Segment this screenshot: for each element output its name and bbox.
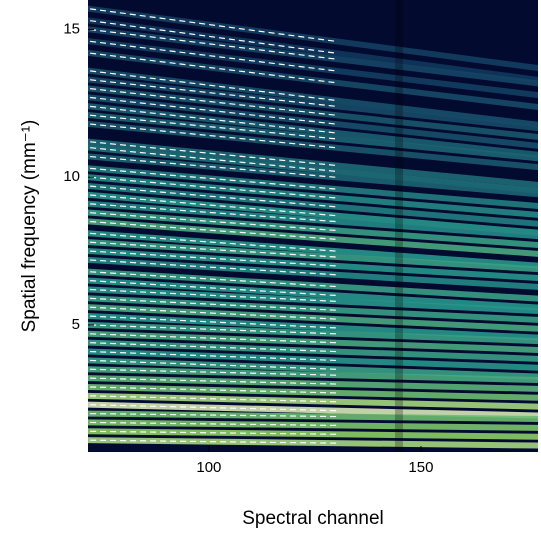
fit-line [90,386,337,394]
fit-line [90,421,337,427]
y-tick-label: 5 [72,316,80,333]
x-tick-label: 150 [408,459,433,476]
fit-line [90,20,337,54]
fit-line [90,194,337,217]
fit-line [90,8,337,42]
fit-line [90,147,337,172]
fit-line [90,232,337,252]
x-tick-label: 100 [196,459,221,476]
fit-line [90,404,337,412]
fit-line [90,368,337,376]
fit-line [90,155,337,178]
fit-line [90,203,337,223]
fit-line [90,412,337,418]
fit-line [90,28,337,60]
fit-line [90,105,337,134]
fit-line [90,350,337,362]
fit-line [90,297,337,311]
x-axis-label: Spectral channel [242,508,384,529]
fit-line [90,315,337,329]
y-tick-label: 15 [63,21,80,38]
fit-line [90,342,337,353]
fit-line [90,250,337,267]
fit-line [90,324,337,335]
fit-line [90,288,337,302]
fit-line [90,185,337,208]
fit-line [90,70,337,102]
fit-line [90,259,337,276]
fit-line [90,241,337,258]
fit-line [90,167,337,190]
fit-line [90,439,337,444]
fit-line [90,333,337,344]
fit-line [90,79,337,107]
y-axis-label: Spatial frequency (mm⁻¹) [19,120,40,333]
dark-column [395,0,403,452]
fit-line [90,377,337,385]
fit-line [90,176,337,199]
fit-line [90,280,337,297]
fit-line [90,306,337,320]
fit-line [90,123,337,149]
axes: 100 150 5 10 15 [63,21,433,476]
fit-lines [90,8,337,444]
fit-line [90,40,337,72]
fit-line [90,430,337,435]
y-tick-label: 10 [63,168,80,185]
fit-line [90,359,337,370]
fit-line [90,220,337,240]
fit-line [90,114,337,140]
fit-line [90,395,337,403]
fit-line [90,88,337,116]
fit-line [90,141,337,167]
fit-line [90,96,337,125]
fit-line [90,52,337,84]
fit-line [90,212,337,232]
fit-line [90,271,337,288]
